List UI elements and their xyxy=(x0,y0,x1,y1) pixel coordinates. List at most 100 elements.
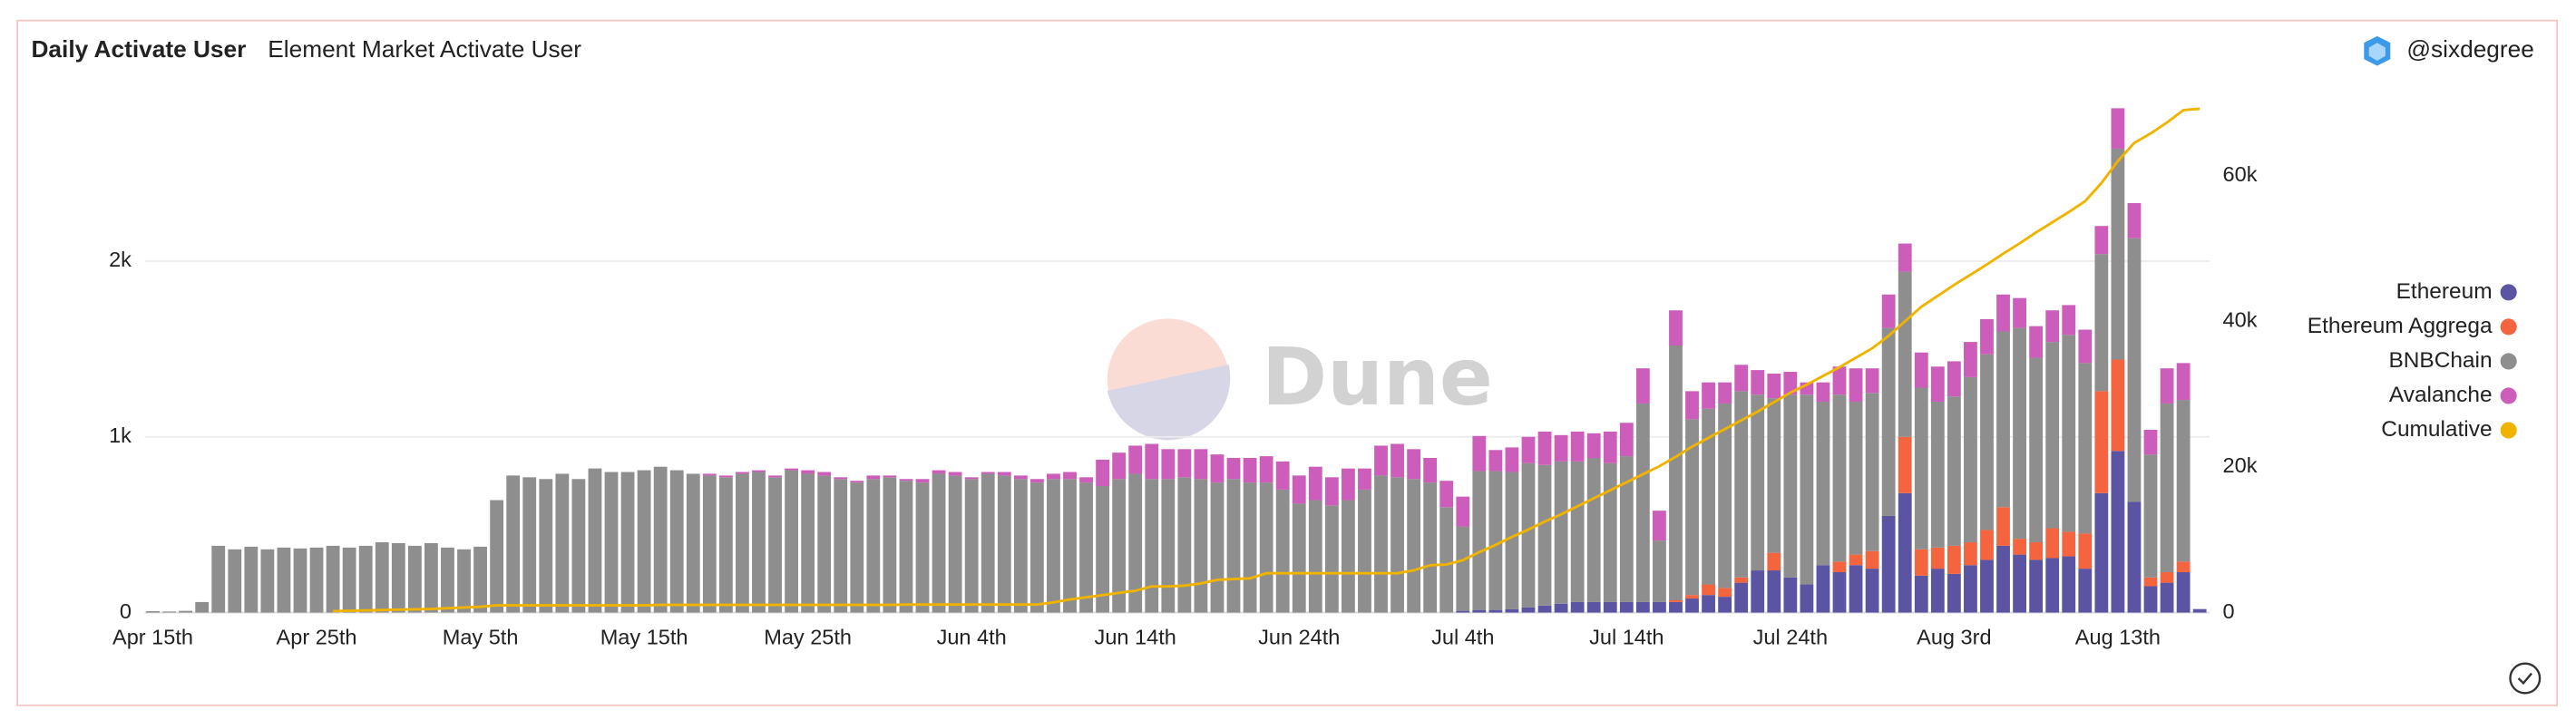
bar-segment xyxy=(1996,507,2010,546)
bar-segment xyxy=(2127,501,2142,613)
bar-segment xyxy=(1832,571,1847,613)
bar-segment xyxy=(752,470,766,472)
author[interactable]: @sixdegree xyxy=(2406,35,2533,63)
bar-segment xyxy=(1865,368,1879,394)
bar-segment xyxy=(1734,365,1749,392)
bar-segment xyxy=(1783,394,1798,578)
bar-segment xyxy=(1980,530,1994,560)
bar-segment xyxy=(1619,423,1634,457)
bar-segment xyxy=(2094,226,2109,255)
bar-segment xyxy=(228,549,242,613)
bar-segment xyxy=(932,470,946,474)
bar-segment xyxy=(801,473,815,613)
bar-segment xyxy=(2143,586,2158,613)
bar-segment xyxy=(2176,363,2191,401)
bar-segment xyxy=(1275,489,1290,613)
bar-segment xyxy=(2013,539,2026,555)
bar-segment xyxy=(718,477,733,613)
bar-segment xyxy=(2078,363,2093,534)
bar-segment xyxy=(1751,394,1765,571)
x-tick-label: May 15th xyxy=(600,626,688,649)
bar-segment xyxy=(1521,462,1536,608)
bar-segment xyxy=(1096,486,1110,613)
legend-marker xyxy=(2500,353,2517,370)
bar-segment xyxy=(506,475,521,613)
bar-segment xyxy=(1423,482,1438,613)
bar-segment xyxy=(1177,477,1192,613)
bar-segment xyxy=(2160,403,2174,572)
bar-segment xyxy=(1653,540,1666,602)
bar-segment xyxy=(1947,396,1961,546)
bar-segment xyxy=(1586,433,1601,459)
bar-segment xyxy=(1292,475,1306,504)
bar-segment xyxy=(2192,608,2207,613)
bar-segment xyxy=(1013,475,1028,480)
check-button[interactable] xyxy=(2509,662,2542,695)
bar-segment xyxy=(866,479,881,613)
line-series xyxy=(333,107,2200,613)
bar-segment xyxy=(2062,531,2076,557)
bar-segment xyxy=(981,472,995,474)
bar-segment xyxy=(1898,436,1912,493)
bar-segment xyxy=(1669,599,1683,602)
bar-segment xyxy=(1505,472,1519,609)
bar-segment xyxy=(179,610,193,613)
bar-segment xyxy=(1669,601,1683,613)
bar-segment xyxy=(948,472,962,476)
bar-segment xyxy=(1456,496,1470,527)
bar-segment xyxy=(2078,569,2093,613)
bar-segment xyxy=(1635,403,1650,602)
bar-segment xyxy=(801,470,815,474)
bar-segment xyxy=(834,479,848,613)
bar-segment xyxy=(1308,500,1322,613)
bar-segment xyxy=(1063,472,1077,480)
bar-segment xyxy=(604,472,619,613)
bar-segment xyxy=(2111,148,2125,360)
bar-segment xyxy=(2013,554,2026,613)
bar-segment xyxy=(1210,454,1225,483)
watermark: Dune xyxy=(1262,331,1493,423)
y-tick-label: 1k xyxy=(109,423,132,447)
grid xyxy=(144,260,2210,438)
bar-segment xyxy=(490,500,504,613)
bar-segment xyxy=(1112,479,1127,613)
bar-segment xyxy=(1226,479,1241,613)
bar-segment xyxy=(1898,492,1912,613)
bar-segment xyxy=(768,475,782,478)
bar-segment xyxy=(1537,605,1552,613)
bar-segment xyxy=(785,468,798,471)
bar-segment xyxy=(1439,507,1454,613)
bar-segment xyxy=(1029,479,1044,483)
bar-segment xyxy=(1619,456,1634,602)
bar-segment xyxy=(620,472,635,613)
bar-segment xyxy=(2078,533,2093,569)
bar-segment xyxy=(1653,511,1666,541)
bar-segment xyxy=(2029,326,2044,358)
x-tick-label: Apr 25th xyxy=(277,626,357,649)
bar-segment xyxy=(1603,601,1617,613)
bar-segment xyxy=(2062,305,2076,336)
bar-segment xyxy=(424,543,438,613)
bar-segment xyxy=(1358,489,1371,613)
bar-segment xyxy=(2111,451,2125,613)
watermark-logo xyxy=(1107,318,1231,441)
bar-segment xyxy=(1718,382,1732,404)
bar-segment xyxy=(1537,431,1552,465)
bar-segment xyxy=(1718,588,1732,598)
bar-segment xyxy=(309,547,324,613)
bar-segment xyxy=(1194,449,1208,480)
bar-segment xyxy=(539,479,553,613)
bar-segment xyxy=(1554,434,1568,462)
bar-segment xyxy=(932,473,946,613)
bar-segment xyxy=(1439,481,1454,508)
bar-segment xyxy=(1980,559,1994,613)
bar-segment xyxy=(899,481,913,613)
bar-segment xyxy=(2160,582,2174,613)
bar-segment xyxy=(1849,565,1863,613)
bar-segment xyxy=(883,475,897,478)
bar-segment xyxy=(1914,387,1928,550)
x-tick-label: May 5th xyxy=(443,626,519,649)
bar-segment xyxy=(1047,473,1060,480)
bar-segment xyxy=(1472,609,1487,613)
